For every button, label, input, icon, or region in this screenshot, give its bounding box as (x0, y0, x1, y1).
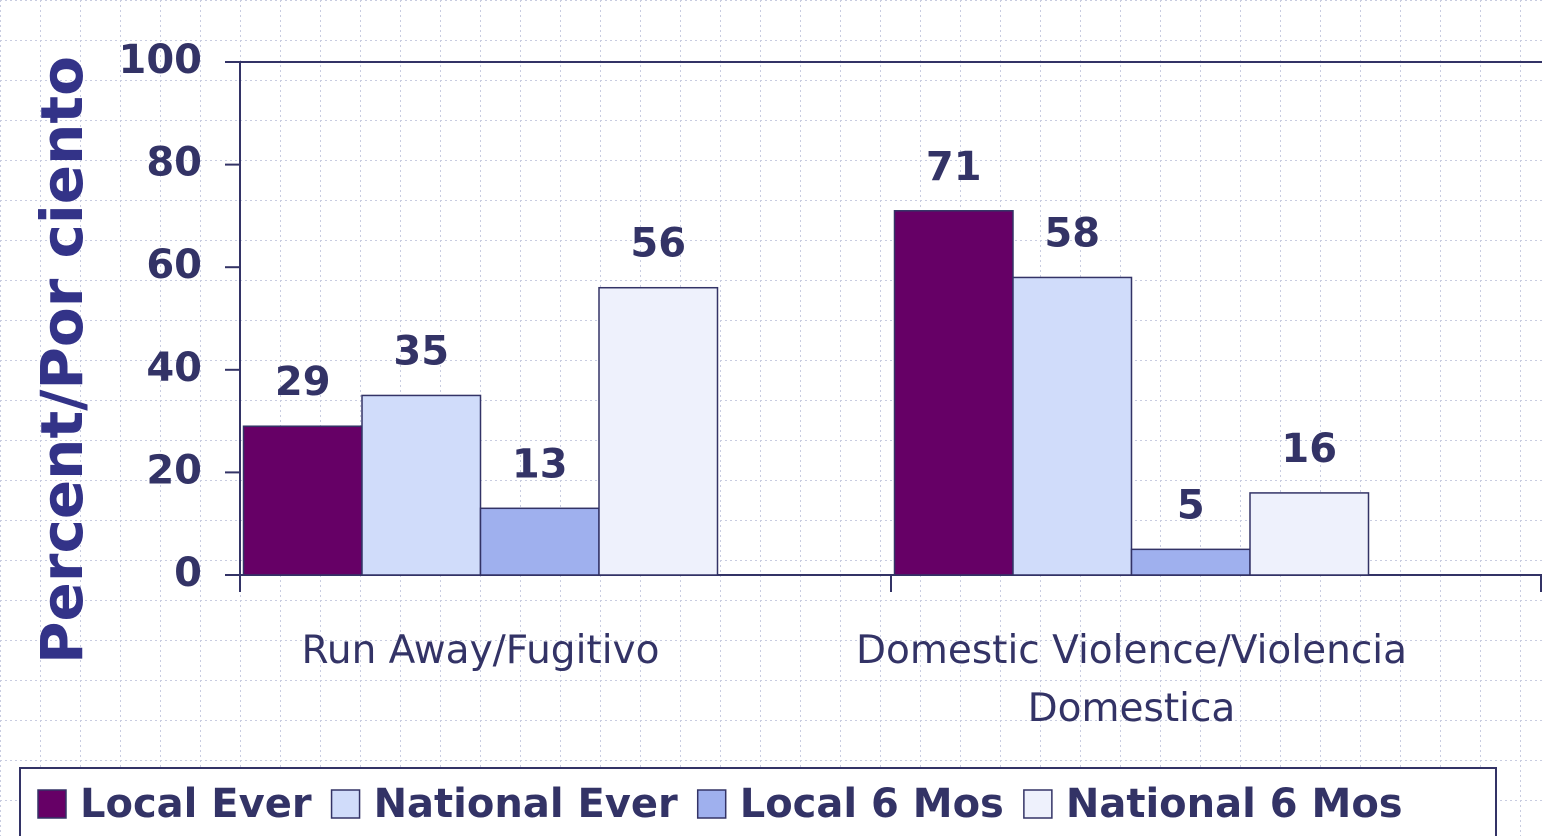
legend-swatch (37, 789, 67, 819)
x-tick-label: Domestic Violence/Violencia Domestica (855, 628, 1408, 731)
legend-label: Local 6 Mos (740, 781, 1004, 827)
legend-label: National 6 Mos (1066, 781, 1403, 827)
bar (242, 425, 363, 576)
y-tick-label: 100 (119, 37, 203, 83)
legend-label: Local Ever (80, 781, 312, 827)
legend-box (19, 767, 1497, 836)
data-label: 35 (393, 328, 449, 374)
data-label: 13 (512, 441, 568, 487)
data-label: 71 (926, 144, 982, 190)
legend-label: National Ever (374, 781, 678, 827)
bar (1130, 548, 1251, 576)
bar (479, 507, 600, 576)
data-label: 16 (1281, 426, 1337, 472)
data-label: 29 (275, 359, 331, 405)
legend-swatch (1023, 789, 1053, 819)
bar (1249, 492, 1370, 576)
legend-swatch (696, 789, 727, 819)
data-label: 5 (1177, 482, 1205, 528)
data-label: 56 (630, 221, 686, 267)
bar (1012, 276, 1133, 576)
legend-swatch (330, 789, 361, 819)
x-tick-label: Run Away/Fugitivo (301, 628, 660, 673)
y-tick-label: 0 (174, 550, 202, 596)
bar (893, 210, 1014, 576)
bar (361, 394, 482, 576)
data-label: 58 (1044, 210, 1100, 256)
y-axis-title: Percent/Por ciento (28, 56, 96, 664)
bar (598, 286, 719, 576)
y-tick-label: 60 (146, 242, 202, 288)
y-tick-label: 20 (146, 447, 202, 493)
y-tick-label: 80 (146, 140, 202, 186)
y-tick-label: 40 (146, 345, 202, 391)
